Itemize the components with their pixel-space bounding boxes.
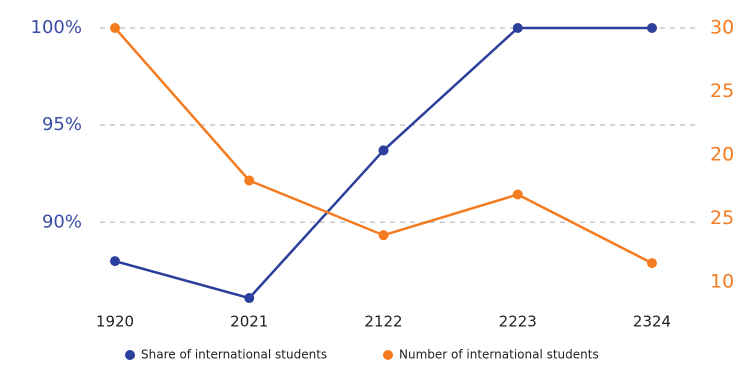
series-line xyxy=(114,26,652,300)
data-point xyxy=(244,293,255,304)
x-tick-label: 2021 xyxy=(230,313,268,331)
legend-label: Number of international students xyxy=(399,348,599,362)
x-tick-label: 2223 xyxy=(499,313,537,331)
legend-label: Share of international students xyxy=(141,348,327,362)
legend-marker xyxy=(383,350,393,360)
data-point xyxy=(512,189,523,200)
y2-tick-label: 25 xyxy=(710,80,734,102)
x-tick-label: 1920 xyxy=(96,313,134,331)
data-point xyxy=(244,175,255,186)
data-point xyxy=(512,23,523,33)
data-point xyxy=(647,258,657,269)
legend-marker xyxy=(125,350,135,360)
y2-tick-label: 25 xyxy=(710,207,734,229)
x-tick-label: 2324 xyxy=(633,313,671,331)
x-tick-label: 2122 xyxy=(364,313,402,331)
data-point xyxy=(110,256,120,267)
y2-tick-label: 20 xyxy=(710,144,734,166)
data-point xyxy=(378,230,389,241)
data-point xyxy=(647,23,657,33)
y-tick-label: 100% xyxy=(31,17,82,38)
data-point xyxy=(110,23,120,33)
y-tick-label: 90% xyxy=(42,211,82,232)
y2-tick-label: 10 xyxy=(710,271,734,293)
data-point xyxy=(378,145,389,156)
y-tick-label: 95% xyxy=(42,114,82,135)
y2-tick-label: 30 xyxy=(710,17,734,39)
